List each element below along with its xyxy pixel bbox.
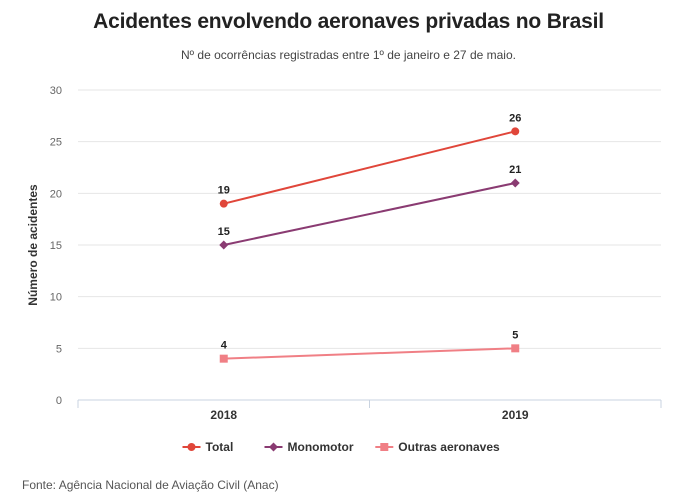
series-line: [223, 182, 516, 246]
data-point: [511, 344, 520, 353]
y-tick-label: 0: [56, 395, 62, 407]
x-tick-label: 2019: [502, 408, 529, 422]
y-tick-label: 20: [50, 188, 62, 200]
data-point: [511, 127, 520, 136]
legend-marker: [269, 442, 278, 452]
chart-title: Acidentes envolvendo aeronaves privadas …: [93, 10, 604, 33]
chart-subtitle: Nº de ocorrências registradas entre 1º d…: [181, 48, 516, 62]
data-label: 15: [218, 226, 230, 238]
legend-marker: [380, 443, 389, 451]
source-note: Fonte: Agência Nacional de Aviação Civil…: [22, 478, 279, 492]
y-axis-label: Número de acidentes: [26, 184, 40, 306]
data-label: 4: [221, 340, 228, 352]
line-chart: 0 5 10 15 20 25 30 2018 2019 Número de acidentes 1…: [26, 85, 662, 454]
data-point: [510, 178, 520, 188]
series-line: [223, 347, 516, 360]
x-tick-label: 2018: [210, 408, 237, 422]
y-tick-label: 5: [56, 343, 62, 355]
y-tick-label: 15: [50, 240, 62, 252]
data-point: [219, 240, 229, 250]
legend-marker: [187, 443, 196, 451]
y-tick-label: 25: [50, 137, 62, 149]
legend-label: Outras aeronaves: [398, 440, 500, 454]
data-label: 26: [509, 112, 521, 124]
data-point: [219, 354, 228, 363]
y-tick-label: 10: [50, 292, 62, 304]
legend-label: Total: [206, 440, 234, 454]
data-point: [219, 199, 228, 208]
series-line: [223, 130, 516, 205]
y-tick-label: 30: [50, 85, 62, 97]
data-label: 5: [512, 329, 518, 341]
data-label: 21: [509, 164, 521, 176]
legend-label: Monomotor: [288, 440, 354, 454]
data-label: 19: [218, 185, 230, 197]
